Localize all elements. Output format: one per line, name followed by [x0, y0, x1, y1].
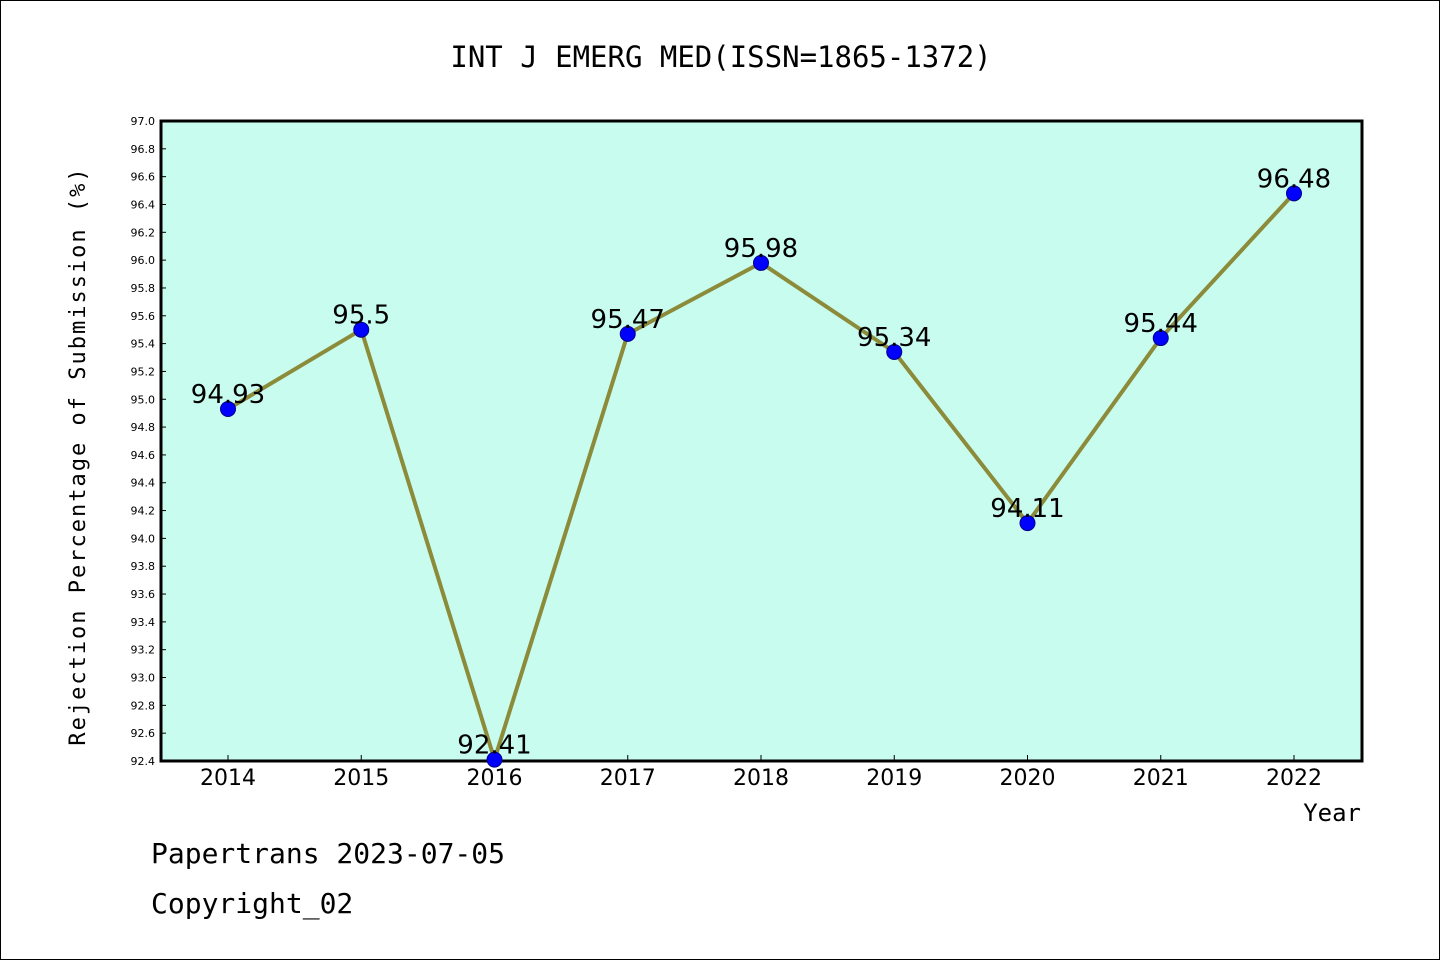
footer-copyright-line: Copyright_02	[151, 887, 354, 920]
x-tick-label: 2021	[1133, 766, 1189, 791]
x-tick-label: 2016	[467, 766, 523, 791]
y-tick-label: 94.2	[131, 505, 156, 518]
y-tick-label: 96.2	[131, 226, 156, 239]
x-axis: 2014 2015 2016 2017 2018 2019 2020 2021 2022	[200, 755, 1322, 791]
y-tick-label: 93.4	[131, 616, 156, 629]
data-labels: 94.93 95.5 92.41 95.47 95.98 95.34 94.11 95.44 9…	[191, 164, 1331, 760]
data-label: 95.98	[724, 234, 798, 264]
chart-title: INT J EMERG MED(ISSN=1865-1372)	[450, 40, 991, 74]
data-point-marker	[886, 343, 903, 360]
y-tick-label: 94.0	[131, 532, 156, 545]
data-label: 95.34	[857, 323, 931, 353]
y-tick-label: 93.0	[131, 672, 156, 685]
y-tick-label: 93.2	[131, 644, 156, 657]
data-label: 95.44	[1124, 309, 1198, 339]
data-label: 94.93	[191, 380, 265, 410]
y-tick-label: 95.0	[131, 393, 156, 406]
y-tick-label: 96.0	[131, 254, 156, 267]
y-tick-label: 96.6	[131, 171, 156, 184]
y-tick-label: 93.8	[131, 560, 156, 573]
y-tick-label: 94.6	[131, 449, 156, 462]
data-point-marker	[1152, 330, 1169, 347]
data-label: 95.5	[332, 301, 390, 331]
data-point-marker	[753, 254, 769, 271]
plot-area	[159, 119, 1364, 763]
y-tick-label: 97.0	[131, 115, 156, 128]
data-point-marker	[353, 321, 370, 338]
footer-date-line: Papertrans 2023-07-05	[151, 837, 506, 870]
x-tick-label: 2022	[1266, 766, 1322, 791]
y-tick-label: 92.4	[131, 755, 156, 768]
y-tick-label: 94.8	[131, 421, 156, 434]
data-point-marker	[619, 325, 636, 342]
data-label: 94.11	[990, 494, 1064, 524]
data-label: 95.47	[591, 305, 665, 335]
data-point-marker	[486, 751, 503, 768]
y-tick-label: 93.6	[131, 588, 156, 601]
data-label: 92.41	[457, 731, 531, 761]
data-point-marker	[220, 401, 236, 417]
x-tick-label: 2018	[733, 766, 789, 791]
y-tick-label: 96.4	[131, 198, 156, 211]
x-axis-label: Year	[1303, 799, 1361, 827]
data-point-marker	[1286, 185, 1302, 202]
y-axis-label: Rejection Percentage of Submission (%)	[66, 166, 91, 745]
y-tick-label: 92.6	[131, 727, 156, 740]
x-tick-label: 2017	[600, 766, 656, 791]
data-label: 96.48	[1257, 164, 1331, 194]
y-tick-label: 95.4	[131, 338, 156, 351]
x-tick-label: 2020	[1000, 766, 1056, 791]
x-tick-label: 2015	[333, 766, 389, 791]
y-tick-label: 92.8	[131, 699, 156, 712]
x-tick-label: 2014	[200, 766, 256, 791]
y-axis: 92.4 92.6 92.8 93.0 93.2 93.4 93.6 93.8 94.0 94.2…	[131, 115, 166, 768]
y-tick-label: 94.4	[131, 477, 156, 490]
series-rejection	[220, 185, 1302, 768]
y-tick-label: 96.8	[131, 143, 156, 156]
y-tick-label: 95.8	[131, 282, 156, 295]
y-tick-label: 95.2	[131, 365, 156, 378]
data-point-marker	[1019, 515, 1036, 532]
y-tick-label: 95.6	[131, 310, 156, 323]
x-tick-label: 2019	[866, 766, 922, 791]
